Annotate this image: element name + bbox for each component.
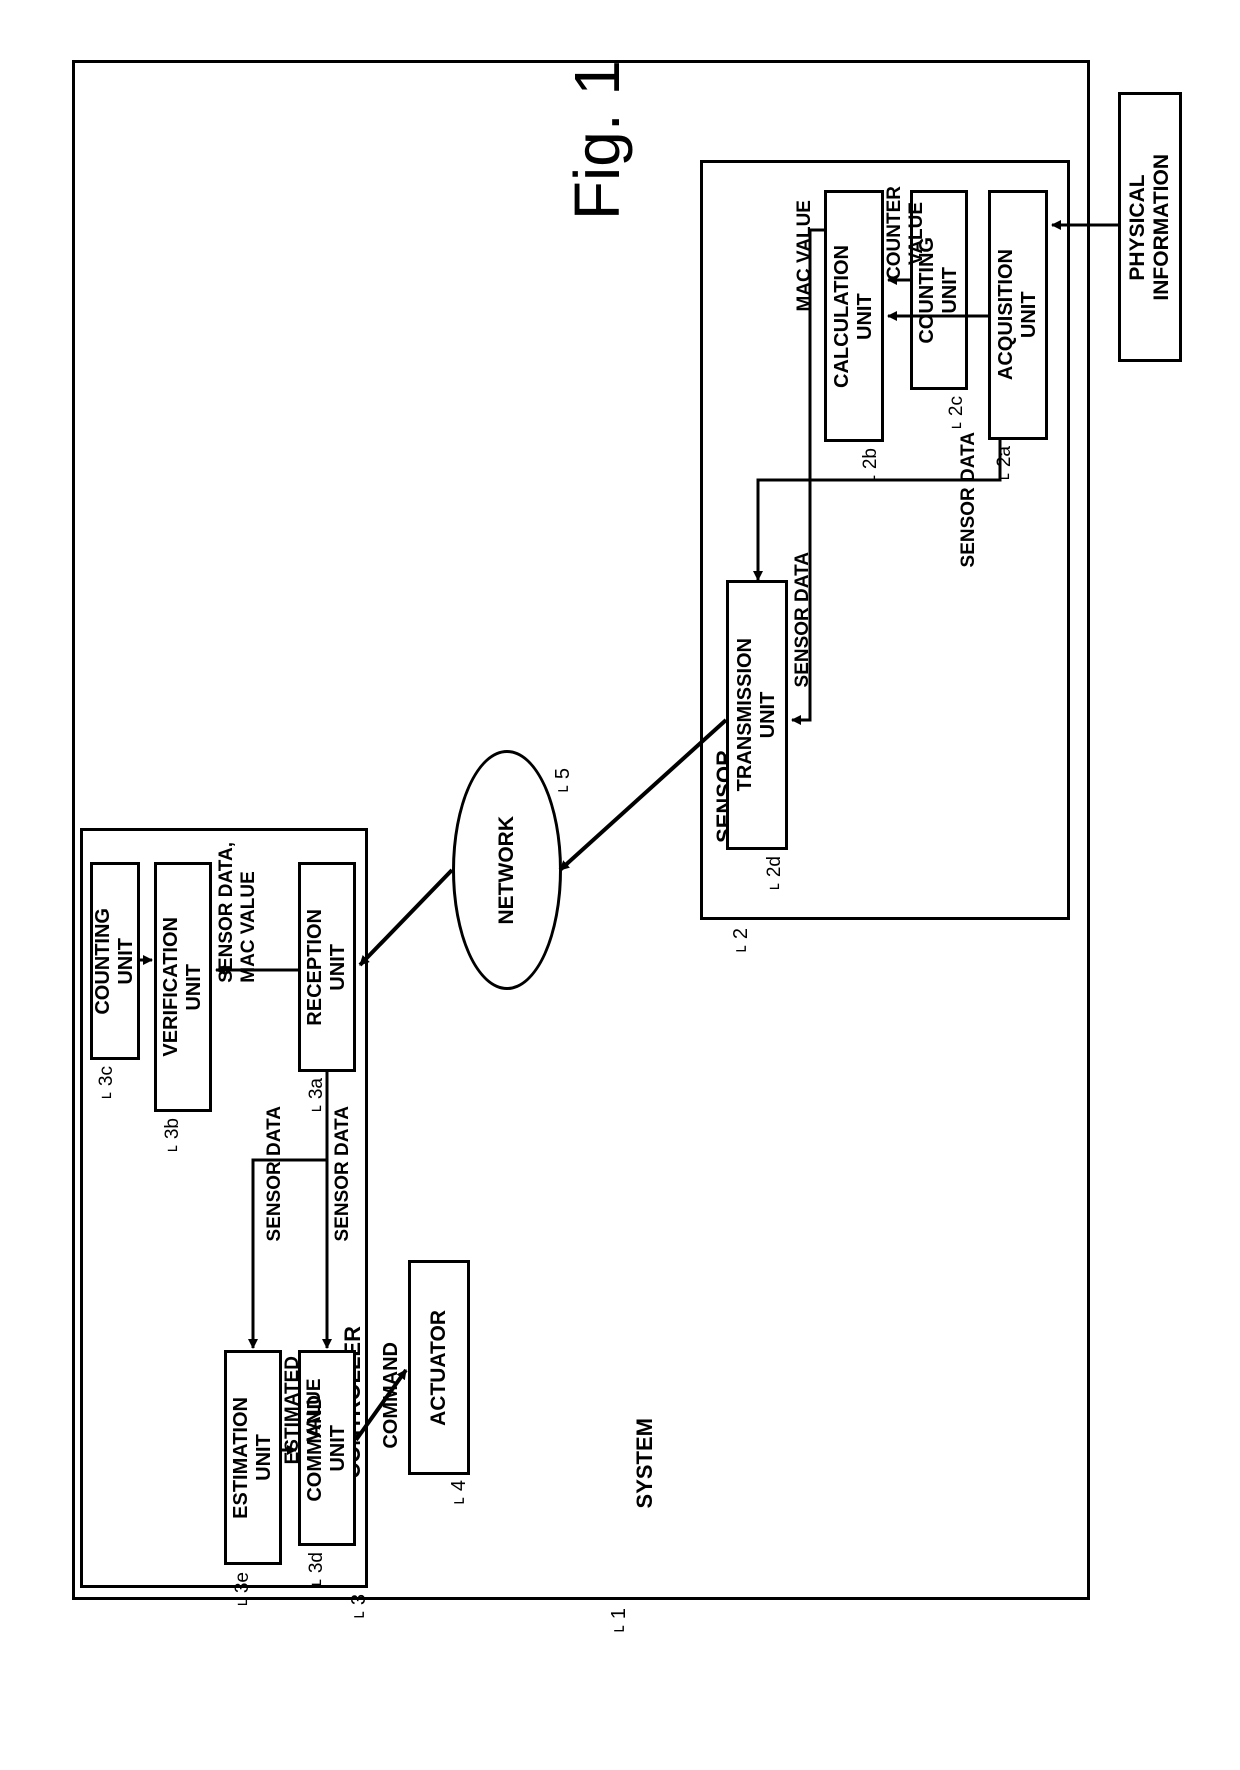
actuator-label: ACTUATOR (427, 1310, 451, 1426)
estimation-ref: ⌐3e (232, 1572, 254, 1614)
sensor-data-mac-label: SENSOR DATA, MAC VALUE (216, 842, 260, 983)
counting-unit-controller-label: COUNTING UNIT (92, 908, 138, 1015)
calculation-ref: ⌐2b (860, 448, 882, 490)
reception-ref: ⌐3a (306, 1078, 328, 1120)
verification-ref: ⌐3b (162, 1118, 184, 1160)
calculation-unit-box: CALCULATION UNIT (824, 190, 884, 442)
sensor-data-top-label: SENSOR DATA (958, 432, 980, 567)
verification-unit-label: VERIFICATION UNIT (160, 917, 206, 1057)
actuator-box: ACTUATOR (408, 1260, 470, 1475)
acquisition-ref: ⌐2a (994, 446, 1016, 488)
transmission-unit-label: TRANSMISSION UNIT (734, 638, 780, 791)
system-label: SYSTEM (632, 1418, 658, 1508)
transmission-ref: ⌐2d (764, 856, 786, 898)
sensor-data-ctrl2-label: SENSOR DATA (332, 1106, 354, 1241)
estimation-unit-label: ESTIMATION UNIT (230, 1397, 276, 1519)
physical-info-label: PHYSICAL INFORMATION (1126, 154, 1174, 301)
network-ellipse: NETWORK (452, 750, 562, 990)
system-ref: ⌐1 (608, 1608, 631, 1641)
physical-info-box: PHYSICAL INFORMATION (1118, 92, 1182, 362)
network-ref: ⌐5 (552, 768, 575, 801)
counting-unit-controller-box: COUNTING UNIT (90, 862, 140, 1060)
diagram-canvas: SYSTEM ⌐1 PHYSICAL INFORMATION SENSOR ⌐2… (0, 0, 1240, 1770)
calculation-unit-label: CALCULATION UNIT (831, 245, 877, 388)
estimation-unit-box: ESTIMATION UNIT (224, 1350, 282, 1565)
verification-unit-box: VERIFICATION UNIT (154, 862, 212, 1112)
sensor-data-left-label: SENSOR DATA (792, 552, 814, 687)
command-ref: ⌐3d (306, 1552, 328, 1594)
estimated-value-label: ESTIMATED VALUE (282, 1356, 326, 1464)
sensor-ref: ⌐2 (730, 928, 753, 961)
controller-ref: ⌐3 (348, 1594, 371, 1627)
transmission-unit-box: TRANSMISSION UNIT (726, 580, 788, 850)
command-edge-label: COMMAND (380, 1342, 403, 1449)
acquisition-unit-box: ACQUISITION UNIT (988, 190, 1048, 440)
reception-unit-label: RECEPTION UNIT (304, 909, 350, 1026)
counting-controller-ref: ⌐3c (96, 1066, 118, 1107)
reception-unit-box: RECEPTION UNIT (298, 862, 356, 1072)
mac-value-label: MAC VALUE (794, 200, 816, 312)
actuator-ref: ⌐4 (448, 1480, 471, 1513)
figure-label: Fig. 1 (560, 60, 634, 220)
network-label: NETWORK (495, 816, 519, 925)
sensor-data-ctrl1-label: SENSOR DATA (264, 1106, 286, 1241)
acquisition-unit-label: ACQUISITION UNIT (995, 249, 1041, 380)
counting-sensor-ref: ⌐2c (946, 396, 968, 437)
counter-value-label: COUNTER VALUE (884, 186, 928, 280)
